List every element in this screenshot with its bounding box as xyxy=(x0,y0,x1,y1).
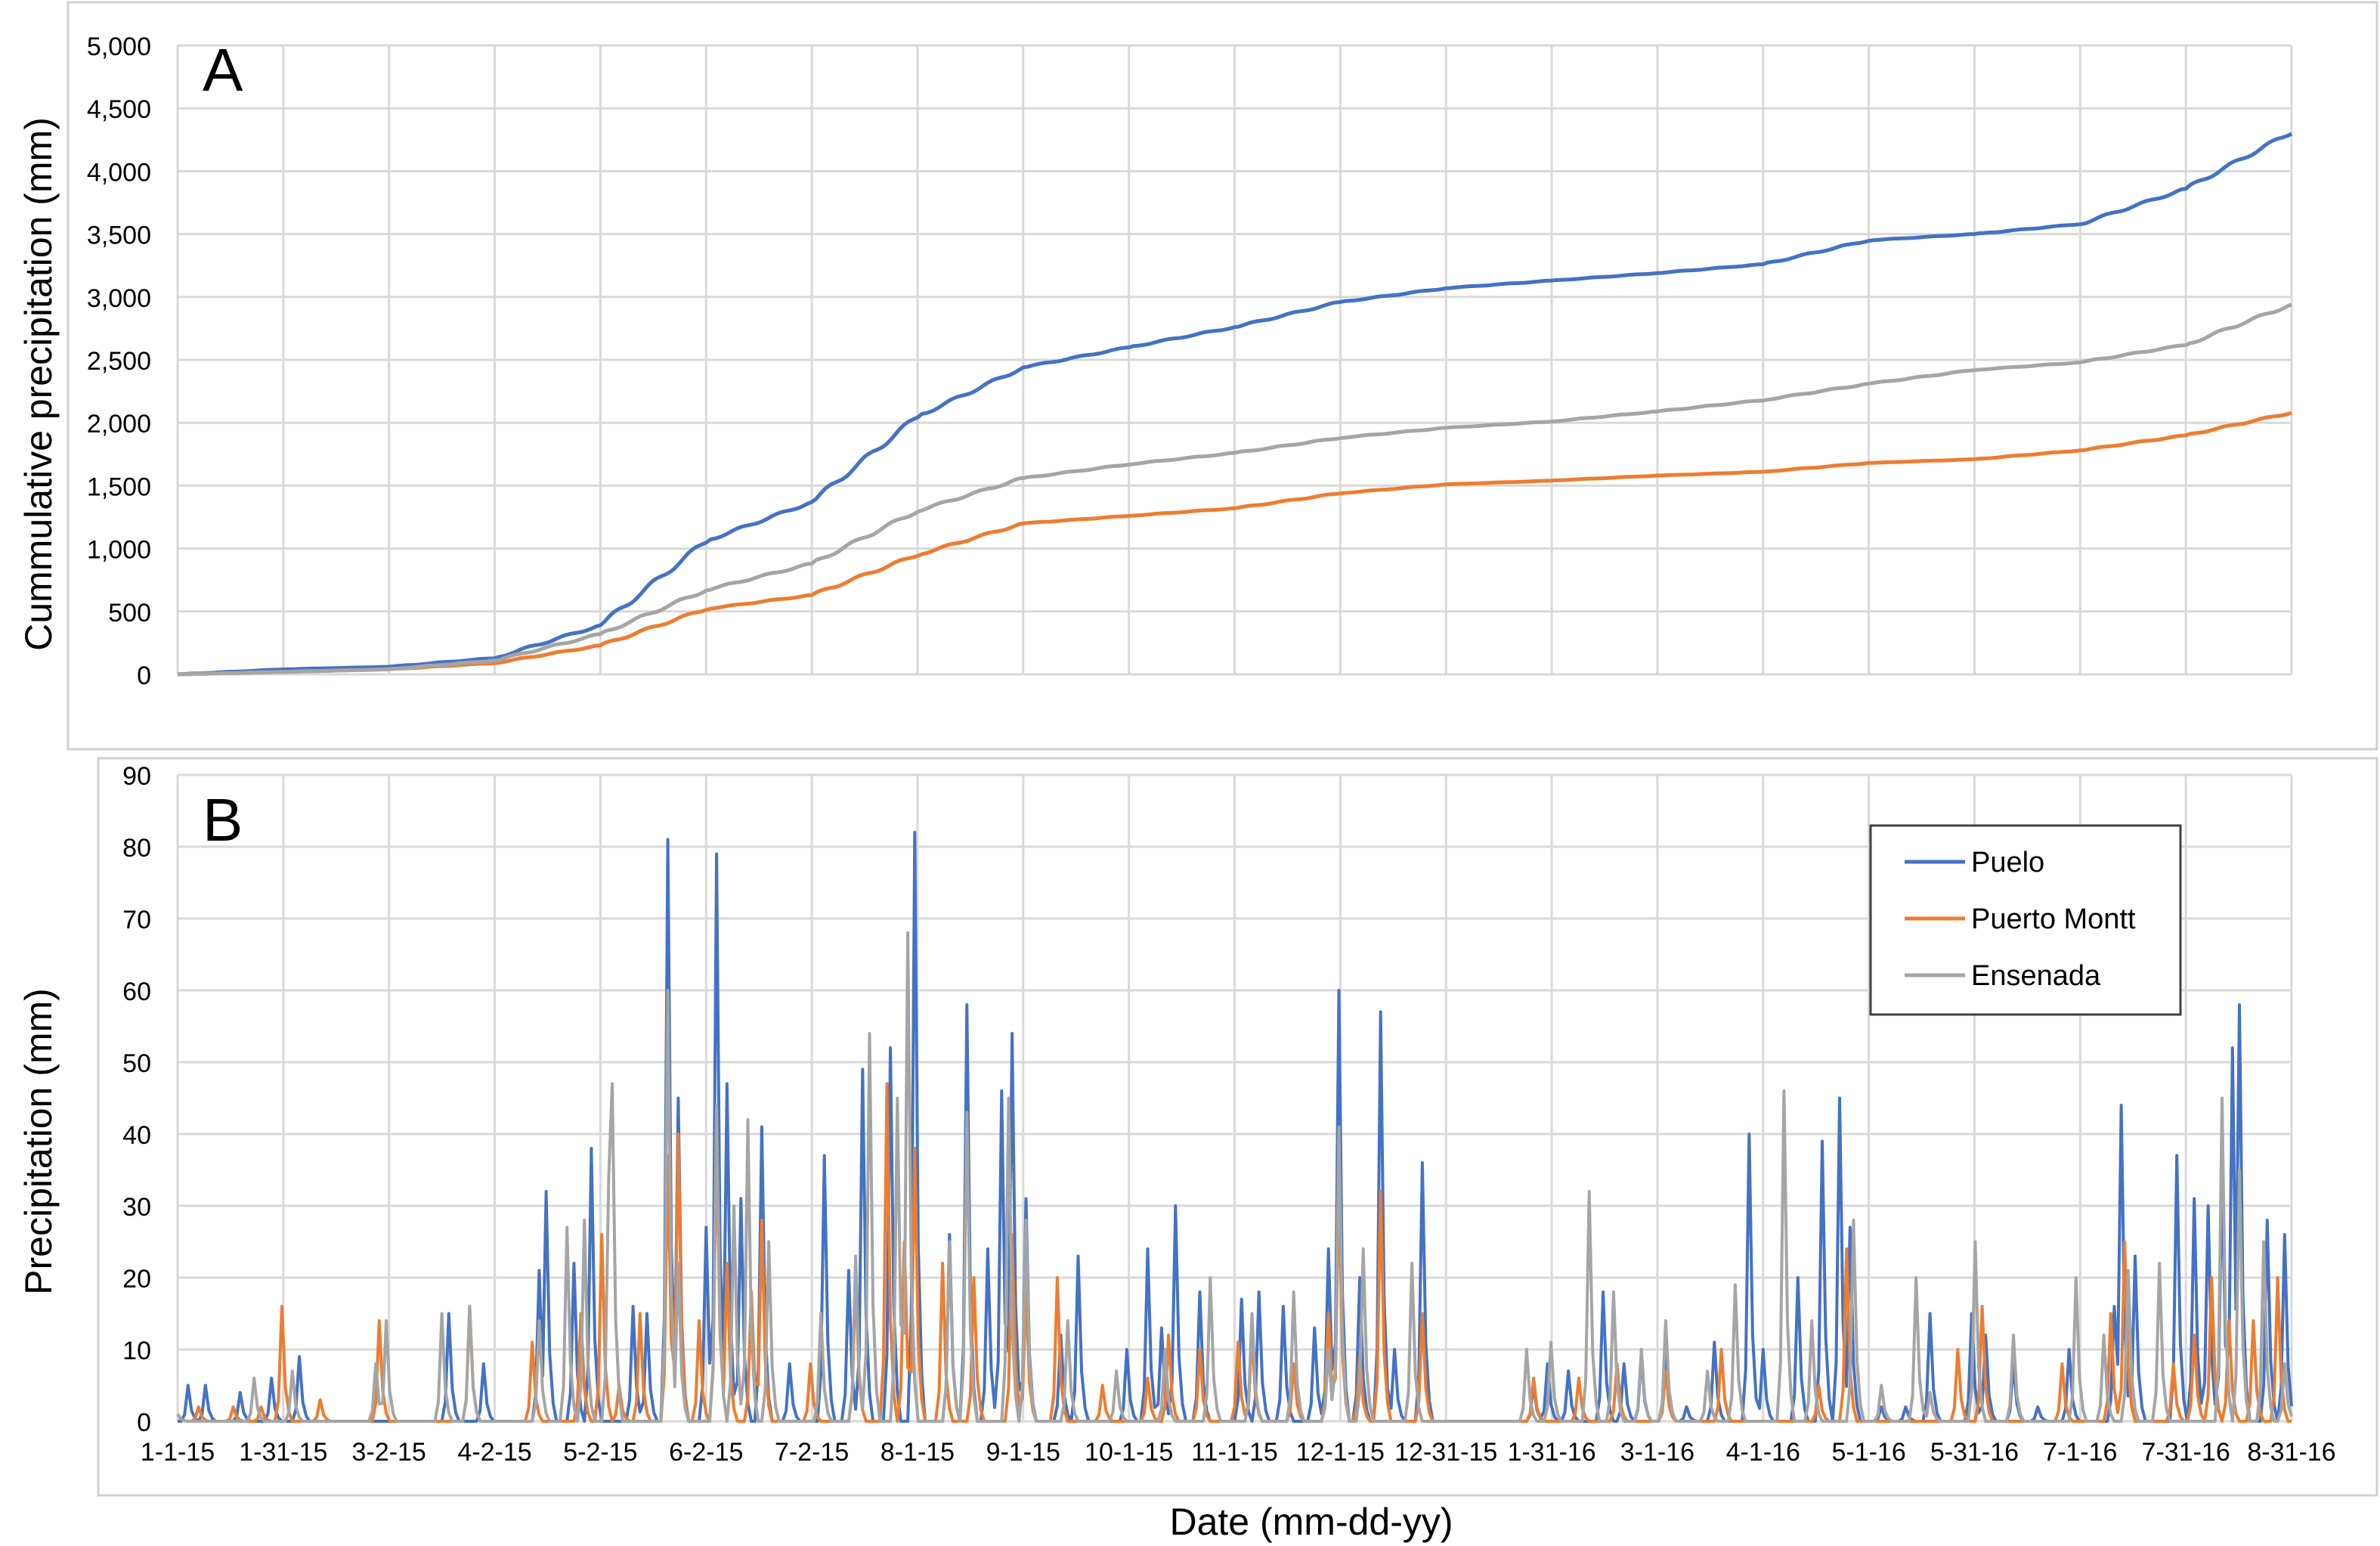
panel-b-y-tick-label: 70 xyxy=(122,906,151,934)
panel-b-series-line-ensenada xyxy=(176,931,2293,1423)
x-tick-label: 4-1-16 xyxy=(1726,1438,1800,1467)
x-tick-label: 3-1-16 xyxy=(1620,1438,1694,1467)
panel-a-y-axis-title: Cummulative precipitation (mm) xyxy=(17,117,60,651)
panel-a-y-tick-label: 1,000 xyxy=(87,536,151,565)
x-tick-label: 10-1-15 xyxy=(1085,1438,1173,1467)
panel-b-gridlines xyxy=(176,773,2293,1423)
panel-b-y-tick-label: 40 xyxy=(122,1121,151,1150)
panel-a-y-tick-label: 4,000 xyxy=(87,158,151,187)
panel-a-y-tick-label: 1,500 xyxy=(87,472,151,501)
panel-a-series-line-puerto-montt xyxy=(177,411,2292,677)
x-tick-label: 8-1-15 xyxy=(881,1438,955,1467)
panel-b-label: B xyxy=(203,786,243,854)
x-tick-label: 8-31-16 xyxy=(2247,1438,2335,1467)
x-tick-label: 3-2-15 xyxy=(352,1438,426,1467)
panel-b-y-tick-label: 50 xyxy=(122,1049,151,1078)
panel-a-frame xyxy=(67,1,2378,751)
panel-a-series-line-puelo xyxy=(177,132,2293,677)
panel-a-series-line-ensenada xyxy=(177,302,2292,677)
x-tick-label: 11-1-15 xyxy=(1191,1438,1278,1467)
panel-b-y-axis-title: Precipitation (mm) xyxy=(17,988,60,1295)
panel-b-y-tick-labels: 0 10 20 30 40 50 60 70 80 90 xyxy=(122,762,151,1437)
panel-b-y-tick-label: 80 xyxy=(122,834,151,863)
x-tick-label: 12-1-15 xyxy=(1296,1438,1385,1467)
x-tick-label: 5-1-16 xyxy=(1831,1438,1905,1467)
panel-a-y-tick-label: 2,000 xyxy=(87,410,151,438)
x-tick-label: 6-2-15 xyxy=(669,1438,743,1467)
panel-a-series xyxy=(177,132,2293,677)
panel-a-y-tick-label: 4,500 xyxy=(87,95,151,124)
x-tick-label: 5-31-16 xyxy=(1930,1438,2019,1467)
x-tick-label: 7-2-15 xyxy=(775,1438,849,1467)
panel-a-y-tick-label: 500 xyxy=(108,599,151,627)
panel-a-y-tick-label: 3,500 xyxy=(87,222,151,250)
panel-a-y-tick-label: 5,000 xyxy=(87,33,151,61)
x-axis-title: Date (mm-dd-yy) xyxy=(1169,1501,1453,1543)
panel-b-y-tick-label: 10 xyxy=(122,1337,151,1365)
legend: Puelo Puerto Montt Ensenada xyxy=(1869,824,2182,1016)
x-tick-labels: 1-1-15 1-31-15 3-2-15 4-2-15 5-2-15 6-2-15 7-2… xyxy=(141,1438,2336,1467)
panel-b-y-tick-label: 20 xyxy=(122,1265,151,1293)
panel-a-gridlines xyxy=(176,44,2293,676)
x-tick-label: 5-2-15 xyxy=(563,1438,637,1467)
legend-label-ensenada: Ensenada xyxy=(1971,960,2101,992)
x-tick-label: 1-31-15 xyxy=(239,1438,327,1467)
panel-b-y-tick-label: 0 xyxy=(137,1408,151,1437)
panel-a-y-tick-labels: 0 500 1,000 1,500 2,000 2,500 3,000 3,500 4,000 4… xyxy=(87,33,151,690)
x-tick-label: 4-2-15 xyxy=(457,1438,531,1467)
panel-a-y-tick-label: 3,000 xyxy=(87,284,151,313)
legend-label-puerto-montt: Puerto Montt xyxy=(1971,903,2136,935)
legend-label-puelo: Puelo xyxy=(1971,847,2044,878)
panel-a-y-tick-label: 0 xyxy=(137,661,151,690)
x-tick-label: 7-31-16 xyxy=(2142,1438,2230,1467)
panel-b-y-tick-label: 30 xyxy=(122,1193,151,1222)
x-tick-label: 7-1-16 xyxy=(2043,1438,2117,1467)
panel-b-y-tick-label: 90 xyxy=(122,762,151,791)
x-tick-label: 9-1-15 xyxy=(986,1438,1060,1467)
panel-a-label: A xyxy=(203,36,243,104)
panel-b-series xyxy=(176,831,2293,1423)
x-tick-label: 1-1-15 xyxy=(141,1438,215,1467)
panel-a-y-tick-label: 2,500 xyxy=(87,347,151,376)
x-tick-label: 1-31-16 xyxy=(1507,1438,1595,1467)
panel-b-y-tick-label: 60 xyxy=(122,977,151,1006)
x-tick-label: 12-31-15 xyxy=(1394,1438,1497,1467)
